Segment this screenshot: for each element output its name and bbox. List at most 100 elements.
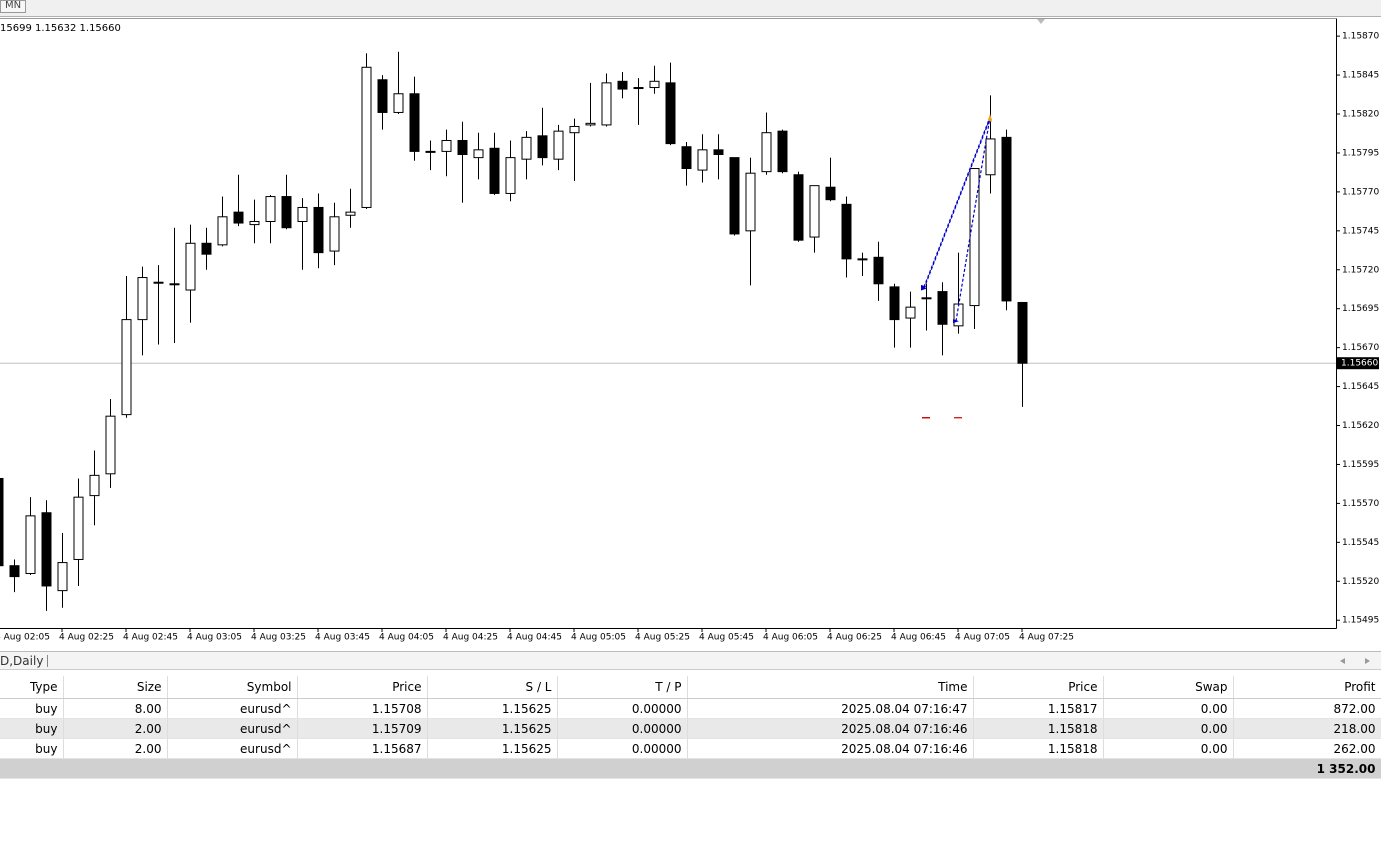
candle-body (601, 82, 612, 126)
trade-line (923, 116, 991, 288)
candle-body (793, 174, 804, 241)
candle-body (281, 196, 292, 229)
scroll-right[interactable] (1365, 658, 1370, 664)
cell: 8.00 (63, 698, 168, 719)
candle-body (633, 87, 644, 90)
x-tick-label: 4 Aug 05:05 (571, 633, 626, 643)
y-tick-label: 1.15645 (1342, 382, 1379, 392)
y-tick-label: 1.15695 (1342, 304, 1379, 314)
ohlc-info: 15699 1.15632 1.15660 (0, 23, 121, 34)
cell: 1.15709 (297, 718, 428, 739)
x-tick-label: 4 Aug 06:05 (763, 633, 818, 643)
y-tick-label: 1.15670 (1342, 343, 1379, 353)
cell: 0.00 (1103, 738, 1234, 759)
cell: 872.00 (1233, 698, 1381, 719)
cell: 0.00 (1103, 698, 1234, 719)
cell: 0.00000 (557, 738, 688, 759)
candle-body (825, 186, 836, 201)
candle-body (393, 93, 404, 113)
x-tick-label: 4 Aug 03:05 (187, 633, 242, 643)
candle-body (73, 496, 84, 560)
x-tick-label: 4 Aug 03:45 (315, 633, 370, 643)
column-header: Profit (1233, 676, 1381, 699)
cell: 1.15625 (427, 698, 558, 719)
period-button[interactable] (0, 0, 26, 13)
cell: buy (0, 718, 64, 739)
trade-row[interactable]: buy 2.00 eurusd^ 1.15687 1.15625 0.00000 2025.… (0, 738, 1381, 759)
candle-body (329, 216, 340, 252)
candle-body (905, 306, 916, 319)
cell: 1.15625 (427, 738, 558, 759)
candle-body (921, 297, 932, 300)
chart-tab[interactable]: D,Daily (0, 654, 44, 668)
candle-body (345, 211, 356, 216)
candle-body (969, 168, 980, 307)
x-tick-label: 4 Aug 02:25 (59, 633, 114, 643)
candle-body (1017, 301, 1028, 364)
candle-body (361, 66, 372, 208)
cell: 0.00000 (557, 698, 688, 719)
candle-body (217, 216, 228, 246)
toolbar (0, 0, 1381, 16)
x-tick-label: 4 Aug 02:05 (0, 633, 50, 643)
candle-body (617, 80, 628, 90)
column-header: Symbol (167, 676, 298, 699)
trade-row[interactable]: buy 2.00 eurusd^ 1.15709 1.15625 0.00000 2025.… (0, 718, 1381, 739)
x-tick-label: 4 Aug 07:05 (955, 633, 1010, 643)
cell: 0.00000 (557, 718, 688, 739)
column-header: Type (0, 676, 64, 699)
trade-row[interactable]: buy 8.00 eurusd^ 1.15708 1.15625 0.00000 2025.… (0, 698, 1381, 719)
period-label[interactable]: MN (5, 0, 21, 11)
x-tick-label: 4 Aug 03:25 (251, 633, 306, 643)
candle-body (857, 258, 868, 261)
y-tick-label: 1.15495 (1342, 616, 1379, 626)
cell: 1.15625 (427, 718, 558, 739)
candle-body (0, 477, 4, 567)
total-spacer (0, 758, 1233, 779)
cell: eurusd^ (167, 698, 298, 719)
cell: 218.00 (1233, 718, 1381, 739)
current-price-label: 1.15660 (1341, 359, 1378, 369)
tab-bar: D,Daily (0, 651, 1381, 670)
tab-scroll[interactable] (1337, 655, 1377, 667)
tab-separator (47, 655, 48, 667)
y-tick-label: 1.15545 (1342, 538, 1379, 548)
cell: 2025.08.04 07:16:46 (687, 718, 974, 739)
x-tick-label: 4 Aug 02:45 (123, 633, 178, 643)
y-tick-label: 1.15795 (1342, 148, 1379, 158)
column-header: Swap (1103, 676, 1234, 699)
candle-body (585, 122, 596, 126)
y-tick-label: 1.15620 (1342, 421, 1379, 431)
candle-body (169, 283, 180, 286)
y-tick-label: 1.15570 (1342, 499, 1379, 509)
cell: 2.00 (63, 718, 168, 739)
chart: MN 15699 1.15632 1.15660 1.15870 1.15845 1… (0, 0, 1381, 643)
scroll-left[interactable] (1340, 658, 1345, 664)
candle-body (953, 303, 964, 327)
candle-body (265, 196, 276, 222)
candle-body (153, 281, 164, 284)
cell: 1.15708 (297, 698, 428, 719)
close-arrow (988, 114, 992, 121)
candle-body (409, 93, 420, 152)
candle-body (201, 242, 212, 255)
entry-arrow (953, 319, 959, 324)
column-header: T / P (557, 676, 688, 699)
shift-marker (1037, 19, 1045, 24)
cell: 2025.08.04 07:16:46 (687, 738, 974, 759)
cell: eurusd^ (167, 738, 298, 759)
candle-body (41, 512, 52, 587)
cell: 1.15687 (297, 738, 428, 759)
candle-body (681, 146, 692, 170)
column-header: Price (297, 676, 428, 699)
candle-body (777, 130, 788, 173)
total-profit: 1 352.00 (1233, 758, 1381, 779)
x-tick-label: 4 Aug 05:45 (699, 633, 754, 643)
candle-body (185, 242, 196, 291)
cell: 1.15817 (973, 698, 1104, 719)
cell: 0.00 (1103, 718, 1234, 739)
y-tick-label: 1.15820 (1342, 110, 1379, 120)
candle-body (521, 136, 532, 160)
